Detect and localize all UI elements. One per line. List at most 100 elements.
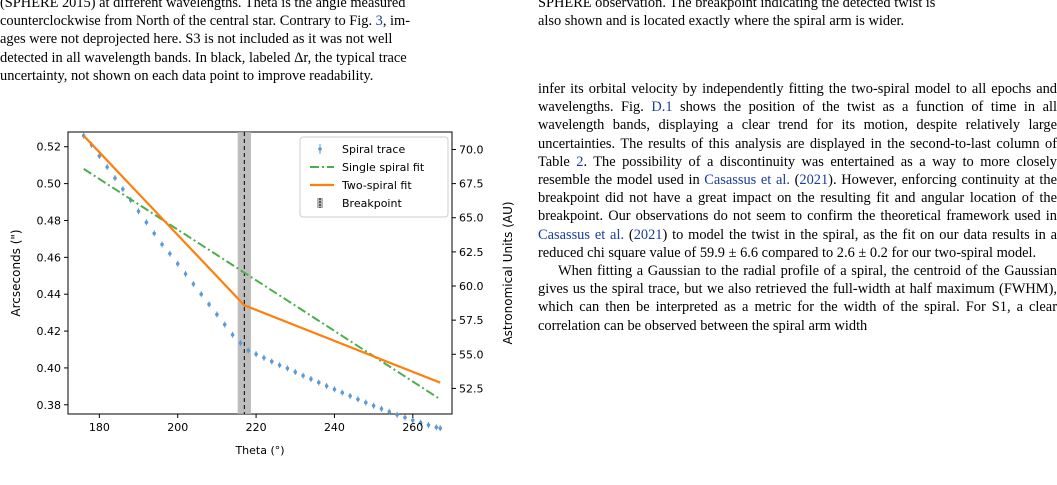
y-tick-label: 0.48 xyxy=(37,214,62,227)
plot-frame xyxy=(67,131,453,415)
figure-caption-right: SPHERE observation. The breakpoint indic… xyxy=(538,0,1057,30)
caption-line: ages were not deprojected here. S3 is no… xyxy=(0,31,393,48)
legend-box xyxy=(299,136,449,218)
citation-year-link[interactable]: 2021 xyxy=(799,172,829,189)
y2-tick-label: 70.0 xyxy=(459,143,484,156)
x-tick-label: 220 xyxy=(246,421,267,434)
caption-line: uncertainty, not shown on each data poin… xyxy=(0,67,374,84)
x-tick-label: 200 xyxy=(167,421,188,434)
spiral-trace-point xyxy=(277,363,282,367)
y-tick-label: 0.46 xyxy=(37,251,62,264)
x-tick-label: 260 xyxy=(402,421,423,434)
text-run: . The possibility of a discontinuity was… xyxy=(538,153,1057,189)
text-run: ) to model the twist in the spiral, as t… xyxy=(538,226,1057,261)
spiral-trace-point xyxy=(207,302,211,307)
spiral-trace-point xyxy=(403,415,407,420)
spiral-trace-point xyxy=(309,377,313,381)
spiral-trace-point xyxy=(363,400,368,405)
table-link[interactable]: 2 xyxy=(576,153,584,170)
y-tick-label: 0.40 xyxy=(37,362,62,375)
text-run: ). However, enforcing continuity at the … xyxy=(538,172,1057,225)
y2-tick-label: 62.5 xyxy=(459,246,484,259)
spiral-trace-point xyxy=(332,387,337,392)
x-tick-label: 240 xyxy=(324,421,345,434)
spiral-trace-point xyxy=(301,373,305,378)
spiral-trace-point xyxy=(160,242,164,247)
spiral-trace-point xyxy=(418,420,423,425)
text-run: infer its orbital velocity by independen… xyxy=(538,81,1057,116)
spiral-trace-point xyxy=(438,426,443,430)
x-tick-label: 180 xyxy=(89,421,110,434)
legend-label: Breakpoint xyxy=(342,197,402,210)
spiral-trace-point xyxy=(144,220,149,225)
spiral-trace-point xyxy=(136,209,141,214)
spiral-trace-point xyxy=(356,397,360,402)
y-tick-label: 0.44 xyxy=(37,288,62,301)
spiral-trace-point xyxy=(340,390,345,395)
y2-tick-label: 52.5 xyxy=(459,382,484,395)
y-axis-label-left: Arcseconds (") xyxy=(9,229,23,316)
y2-tick-label: 65.0 xyxy=(459,212,484,225)
y-tick-label: 0.50 xyxy=(37,178,62,191)
spiral-trace-point xyxy=(285,366,290,371)
spiral-trace-point xyxy=(293,370,298,374)
y2-tick-label: 55.0 xyxy=(459,348,484,361)
spiral-trace-point xyxy=(387,409,392,414)
spiral-trace-point xyxy=(175,261,180,266)
legend-label: Spiral trace xyxy=(342,143,405,156)
y2-tick-label: 67.5 xyxy=(459,178,484,191)
spiral-trace-point xyxy=(348,394,352,398)
paragraph: infer its orbital velocity by independen… xyxy=(538,81,1057,261)
x-axis-label: Theta (°) xyxy=(234,444,284,457)
figure-link[interactable]: D.1 xyxy=(651,99,673,116)
spiral-trace-point xyxy=(191,282,196,286)
spiral-trace-point xyxy=(262,355,266,360)
spiral-trace-point xyxy=(222,322,227,327)
spiral-trace-point xyxy=(324,384,329,388)
spiral-trace-point xyxy=(215,312,219,317)
caption-line: (SPHERE 2015) at different wavelengths. … xyxy=(0,0,406,11)
y-tick-label: 0.42 xyxy=(37,325,62,338)
spiral-trace-point xyxy=(168,251,172,256)
spiral-trace-point xyxy=(199,292,204,296)
spiral-trace-point xyxy=(97,154,102,158)
legend-label: Single spiral fit xyxy=(342,161,425,174)
spiral-trace-point xyxy=(379,407,384,411)
y-axis-label-right: Astronomical Units (AU) xyxy=(501,201,515,344)
body-text: infer its orbital velocity by independen… xyxy=(538,80,1057,335)
spiral-trace-point xyxy=(411,418,415,423)
spiral-trace-point xyxy=(254,352,258,356)
spiral-trace-point xyxy=(121,187,125,191)
caption-line: also shown and is located exactly where … xyxy=(538,13,905,30)
spiral-trace-point xyxy=(152,231,157,236)
y-tick-label: 0.38 xyxy=(37,399,62,412)
y-tick-label: 0.52 xyxy=(37,141,62,154)
spiral-trace-point xyxy=(238,341,243,345)
legend-label: Two-spiral fit xyxy=(341,179,412,192)
spiral-trace-figure: 180 200 220 240 260 0.38 0.40 0.42 0.44 0.46 0.48 0… xyxy=(0,128,518,485)
two-spiral-fit-line xyxy=(82,134,441,384)
citation-link[interactable]: Casassus et al. xyxy=(704,172,790,189)
caption-line: , im- xyxy=(382,13,411,30)
spiral-trace-point xyxy=(426,423,431,427)
spiral-trace-point xyxy=(105,165,109,169)
y2-tick-label: 57.5 xyxy=(459,314,484,327)
citation-link[interactable]: Casassus et al. xyxy=(538,226,625,243)
spiral-chart: 180 200 220 240 260 0.38 0.40 0.42 0.44 0.46 0.48 0… xyxy=(9,131,515,457)
spiral-trace-point xyxy=(113,176,117,180)
spiral-trace-point xyxy=(183,272,188,276)
figure-link[interactable]: 3 xyxy=(375,13,383,30)
spiral-trace-point xyxy=(230,332,235,337)
text-run: shows the position of the twist as a fun… xyxy=(538,99,1057,170)
spiral-trace-point xyxy=(434,425,439,430)
caption-line: counterclockwise from North of the centr… xyxy=(0,13,376,30)
caption-line: SPHERE observation. The breakpoint indic… xyxy=(538,0,936,11)
figure-caption-left: (SPHERE 2015) at different wavelengths. … xyxy=(0,0,515,85)
spiral-trace-point xyxy=(246,348,251,353)
spiral-trace-point xyxy=(269,359,274,364)
legend-trace-symbol-point xyxy=(318,147,322,151)
spiral-trace-point xyxy=(371,403,376,408)
caption-line: detected in all wavelength bands. In bla… xyxy=(0,49,407,66)
spiral-trace-point xyxy=(395,412,399,417)
citation-year-link[interactable]: 2021 xyxy=(633,226,663,243)
